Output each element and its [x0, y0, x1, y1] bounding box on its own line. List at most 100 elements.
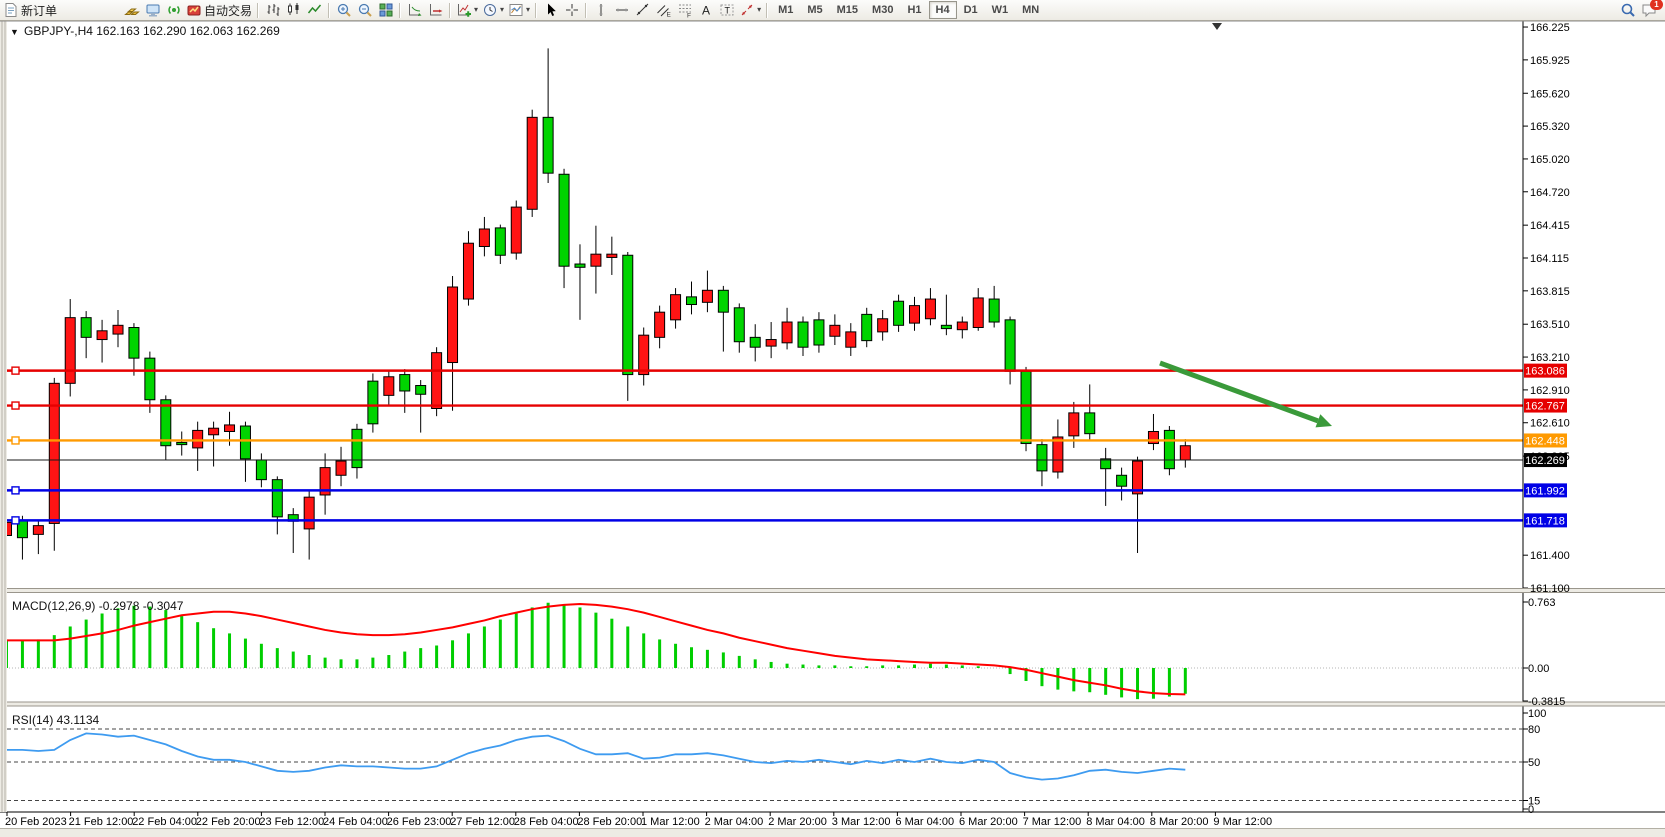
timeframe-m15[interactable]: M15	[830, 1, 865, 19]
price-axis[interactable]	[1522, 21, 1567, 812]
symbol-dropdown-icon[interactable]: ▼	[10, 27, 19, 37]
svg-text:162.610: 162.610	[1530, 418, 1570, 430]
text-label-button[interactable]: T	[716, 1, 737, 20]
zoom-in-button[interactable]	[333, 1, 354, 20]
macd-label: MACD(12,26,9) -0.2978 -0.3047	[12, 599, 184, 613]
candlestick-mode-button[interactable]	[283, 1, 304, 20]
horizontal-line-icon	[614, 2, 630, 18]
svg-text:A: A	[702, 4, 710, 18]
svg-text:3 Mar 12:00: 3 Mar 12:00	[832, 816, 891, 828]
search-button[interactable]	[1617, 1, 1638, 20]
timeframe-w1[interactable]: W1	[985, 1, 1016, 19]
svg-text:161.400: 161.400	[1530, 550, 1570, 562]
horizontal-line-button[interactable]	[611, 1, 632, 20]
svg-text:0: 0	[1528, 804, 1534, 816]
svg-text:9 Mar 12:00: 9 Mar 12:00	[1213, 816, 1272, 828]
notifications-button[interactable]: 1	[1638, 0, 1663, 20]
svg-text:161.718: 161.718	[1525, 515, 1565, 527]
panel-splitter[interactable]	[0, 702, 1665, 706]
monitor-icon	[145, 2, 161, 18]
price-line-label[interactable]	[1524, 398, 1567, 413]
line-chart-mode-button[interactable]	[304, 1, 325, 20]
svg-text:165.020: 165.020	[1530, 154, 1570, 166]
clock-icon	[482, 2, 498, 18]
timeframe-mn[interactable]: MN	[1015, 1, 1046, 19]
svg-text:100: 100	[1528, 708, 1546, 720]
tile-windows-icon	[378, 2, 394, 18]
panel-splitter[interactable]	[0, 588, 1665, 593]
timeframe-m30[interactable]: M30	[865, 1, 900, 19]
bar-chart-icon	[265, 2, 281, 18]
svg-text:162.269: 162.269	[1525, 455, 1565, 467]
dropdown-caret-icon: ▾	[526, 5, 531, 14]
price-line-label[interactable]	[1524, 483, 1567, 498]
zoom-out-button[interactable]	[354, 1, 375, 20]
trendline-button[interactable]	[632, 1, 653, 20]
indicators-icon	[456, 2, 472, 18]
time-axis[interactable]	[0, 811, 1665, 816]
svg-text:164.115: 164.115	[1530, 253, 1569, 265]
arrows-icon	[739, 2, 755, 18]
new-order-button[interactable]: 新订单	[1, 1, 121, 20]
svg-text:161.992: 161.992	[1525, 485, 1565, 497]
periods-button[interactable]: ▾	[480, 1, 506, 20]
chart-title: GBPJPY-,H4 162.163 162.290 162.063 162.2…	[24, 24, 280, 38]
fibonacci-icon: F	[677, 2, 693, 18]
indicators-button[interactable]: ▾	[454, 1, 480, 20]
left-grip	[0, 21, 7, 812]
arrows-tool-button[interactable]: ▾	[737, 1, 763, 20]
chart-area[interactable]: 166.225 165.925 165.620 165.320 165.020 164.7…	[0, 21, 1665, 828]
svg-text:2 Mar 04:00: 2 Mar 04:00	[705, 816, 764, 828]
autotrading-button[interactable]: 自动交易	[184, 1, 254, 20]
toolbar-separator	[449, 2, 452, 18]
new-order-icon	[3, 2, 19, 18]
svg-text:166.225: 166.225	[1530, 22, 1570, 34]
price-lines[interactable]	[0, 366, 1523, 525]
svg-text:163.510: 163.510	[1530, 319, 1570, 331]
svg-text:6 Mar 20:00: 6 Mar 20:00	[959, 816, 1018, 828]
cursor-button[interactable]	[540, 1, 561, 20]
dropdown-caret-icon: ▾	[757, 5, 762, 14]
templates-button[interactable]: ▾	[506, 1, 532, 20]
bid-price-label[interactable]	[1524, 453, 1567, 468]
toolbar: 新订单 自动交易 ▾ ▾ ▾ E F A T ▾ M1 M5 M15 M30 H…	[0, 0, 1665, 21]
auto-scroll-icon	[407, 2, 423, 18]
vertical-line-button[interactable]	[590, 1, 611, 20]
price-line-label[interactable]	[1524, 513, 1567, 528]
text-label-icon: T	[719, 2, 735, 18]
candlestick-series	[1, 48, 1191, 560]
svg-text:165.320: 165.320	[1530, 121, 1570, 133]
svg-text:164.415: 164.415	[1530, 220, 1570, 232]
terminal-button[interactable]	[142, 1, 163, 20]
text-tool-button[interactable]: A	[695, 1, 716, 20]
price-line-label[interactable]	[1524, 363, 1567, 378]
crosshair-button[interactable]	[561, 1, 582, 20]
chart-shift-marker[interactable]	[1212, 23, 1222, 30]
trend-arrow-annotation[interactable]	[1159, 360, 1332, 428]
cursor-icon	[543, 2, 559, 18]
chart-shift-button[interactable]	[425, 1, 446, 20]
timeframe-h1[interactable]: H1	[900, 1, 928, 19]
macd-panel	[0, 602, 1523, 700]
price-line-label[interactable]	[1524, 433, 1567, 448]
toolbar-separator	[585, 2, 588, 18]
bar-chart-mode-button[interactable]	[262, 1, 283, 20]
timeframe-d1[interactable]: D1	[957, 1, 985, 19]
tile-windows-button[interactable]	[375, 1, 396, 20]
news-signal-button[interactable]	[163, 1, 184, 20]
text-a-icon: A	[698, 2, 714, 18]
svg-text:15: 15	[1528, 796, 1540, 808]
timeframe-m1[interactable]: M1	[771, 1, 800, 19]
auto-scroll-button[interactable]	[404, 1, 425, 20]
rsi-label: RSI(14) 43.1134	[12, 713, 99, 727]
fibonacci-button[interactable]: F	[674, 1, 695, 20]
equidistant-channel-button[interactable]: E	[653, 1, 674, 20]
status-bar	[0, 828, 1665, 837]
svg-text:28 Feb 20:00: 28 Feb 20:00	[577, 816, 642, 828]
dropdown-caret-icon: ▾	[474, 5, 479, 14]
signal-icon	[166, 2, 182, 18]
svg-text:50: 50	[1528, 757, 1540, 769]
gold-symbols-button[interactable]	[121, 1, 142, 20]
timeframe-m5[interactable]: M5	[800, 1, 829, 19]
timeframe-h4[interactable]: H4	[928, 1, 957, 19]
